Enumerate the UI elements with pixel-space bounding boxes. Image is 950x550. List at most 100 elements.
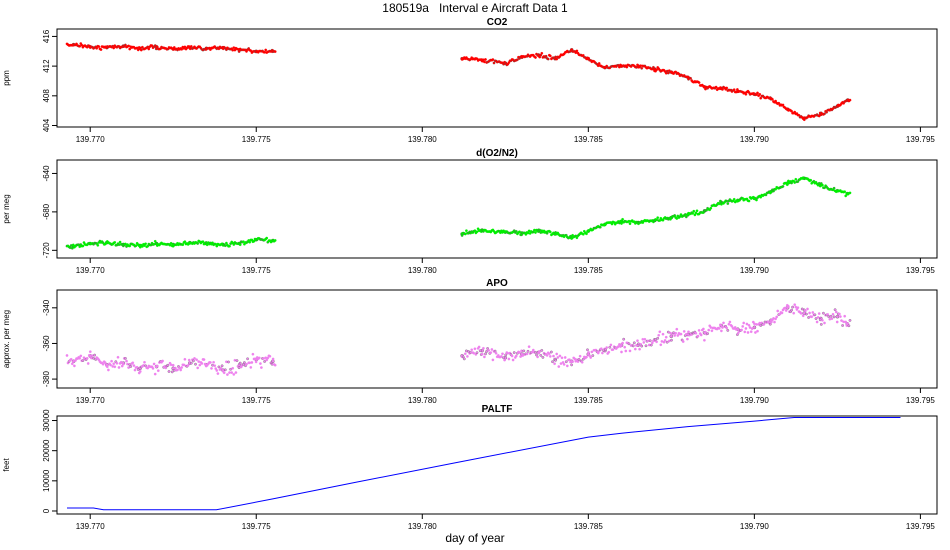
data-point	[500, 355, 503, 358]
panel-title: d(O2/N2)	[476, 148, 518, 159]
data-point	[211, 241, 214, 245]
data-point	[663, 339, 667, 342]
data-point	[147, 47, 151, 51]
data-point	[832, 186, 836, 190]
data-point	[747, 323, 751, 327]
data-point	[70, 362, 74, 366]
data-point	[555, 352, 559, 356]
panel-title: CO2	[487, 17, 508, 28]
data-point	[607, 350, 611, 354]
data-point	[732, 197, 736, 201]
data-point	[792, 311, 796, 315]
data-point	[655, 68, 658, 72]
data-point	[759, 96, 763, 100]
data-point	[117, 366, 121, 369]
data-point	[732, 88, 736, 92]
y-tick-label: 10000	[42, 469, 51, 492]
data-point	[545, 231, 549, 235]
panel-1: CO2 ppm 139.770 139.775 139.780 139.785 139.79…	[2, 17, 938, 144]
data-point	[733, 326, 737, 329]
data-point	[623, 345, 627, 349]
data-point	[65, 354, 69, 357]
data-point	[843, 314, 847, 318]
data-point	[143, 360, 146, 364]
data-point	[742, 321, 746, 325]
data-point	[469, 351, 472, 354]
data-point	[682, 330, 686, 333]
data-point	[483, 60, 486, 64]
data-point	[166, 363, 170, 367]
data-point	[759, 195, 763, 199]
data-point	[608, 345, 612, 349]
data-point	[620, 222, 623, 225]
data-point	[755, 198, 758, 202]
data-point	[164, 366, 168, 370]
data-point	[774, 317, 777, 321]
data-point	[511, 358, 515, 362]
data-point	[562, 363, 566, 366]
data-point	[557, 365, 561, 368]
data-point	[462, 357, 466, 361]
data-point	[664, 335, 668, 339]
series-line	[67, 417, 901, 511]
data-point	[548, 355, 552, 358]
data-point	[176, 368, 179, 372]
data-point	[132, 364, 136, 367]
data-point	[209, 361, 212, 364]
data-point	[181, 243, 185, 247]
figure-title: 180519a Interval e Aircraft Data 1	[382, 1, 568, 15]
data-point	[116, 355, 120, 359]
data-point	[554, 358, 557, 362]
data-point	[748, 326, 752, 329]
data-point	[248, 361, 252, 365]
data-point	[96, 243, 100, 247]
data-point	[470, 348, 474, 352]
data-point	[844, 320, 848, 324]
data-point	[581, 232, 585, 236]
data-point	[750, 327, 754, 331]
data-point	[809, 178, 813, 182]
data-point	[563, 356, 567, 359]
data-point	[227, 360, 230, 364]
data-point	[189, 361, 193, 365]
data-point	[643, 337, 647, 341]
x-tick-label: 139.780	[408, 522, 437, 531]
data-point	[268, 354, 272, 358]
panel-title: PALTF	[482, 404, 513, 415]
data-point	[547, 352, 551, 356]
data-point	[171, 363, 175, 367]
data-point	[821, 318, 824, 322]
data-point	[806, 307, 809, 311]
data-point	[746, 331, 750, 334]
data-point	[133, 368, 137, 372]
data-point	[601, 351, 604, 355]
data-point	[117, 243, 121, 247]
data-point	[183, 357, 187, 361]
data-point	[816, 316, 820, 319]
data-point	[186, 364, 190, 367]
x-tick-label: 139.780	[408, 135, 437, 144]
data-point	[808, 311, 811, 315]
data-point	[475, 351, 479, 355]
data-point	[113, 241, 117, 244]
x-tick-label: 139.795	[906, 522, 935, 531]
data-point	[640, 344, 644, 348]
data-point	[565, 364, 569, 368]
data-point	[264, 48, 268, 52]
data-point	[257, 356, 261, 360]
data-point	[568, 358, 571, 362]
data-point	[710, 329, 714, 333]
series-points	[65, 303, 852, 376]
data-point	[541, 356, 545, 359]
data-point	[577, 358, 581, 361]
data-point	[534, 231, 537, 234]
data-point	[585, 355, 588, 359]
data-point	[684, 332, 688, 336]
data-point	[534, 56, 537, 59]
data-point	[720, 329, 723, 333]
data-point	[721, 88, 724, 91]
data-point	[580, 360, 584, 364]
data-point	[848, 319, 852, 322]
data-point	[695, 209, 699, 213]
data-point	[652, 65, 655, 69]
